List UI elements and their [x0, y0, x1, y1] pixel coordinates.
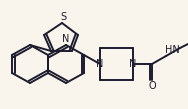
- Text: S: S: [60, 12, 66, 22]
- Text: HN: HN: [165, 45, 180, 55]
- Text: N: N: [129, 59, 137, 69]
- Text: N: N: [62, 34, 70, 44]
- Text: N: N: [96, 59, 104, 69]
- Text: O: O: [148, 81, 156, 91]
